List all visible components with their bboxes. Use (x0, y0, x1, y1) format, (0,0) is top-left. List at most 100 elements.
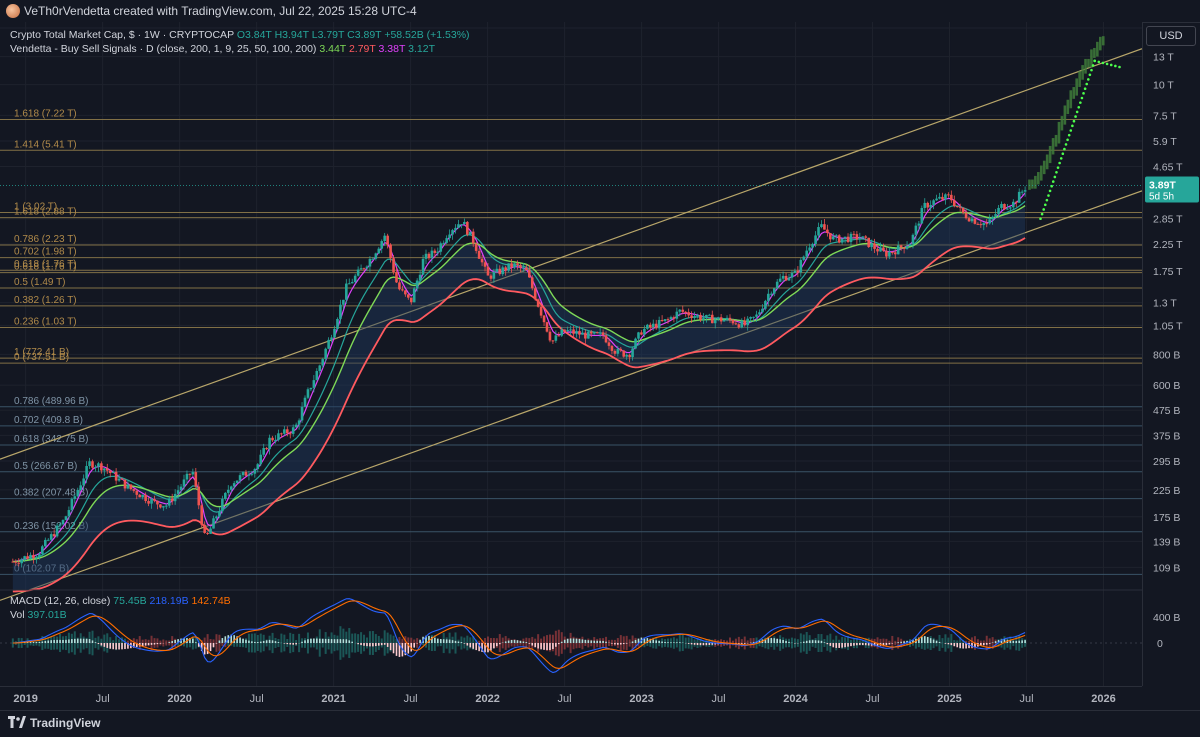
macd-histogram-bar (856, 643, 858, 645)
candle-body (552, 340, 555, 341)
candle-body (437, 252, 440, 253)
macd-histogram-bar (393, 643, 395, 653)
time-tick-label: 2025 (937, 693, 961, 705)
candle-body (661, 320, 664, 321)
projection-candle (1075, 78, 1078, 95)
macd-histogram-bar (517, 640, 519, 643)
macd-histogram-bar (74, 639, 76, 643)
legend-symbol-row: Crypto Total Market Cap, $ · 1W · CRYPTO… (10, 28, 470, 42)
projection-candle (1078, 71, 1081, 87)
candle-body (457, 224, 460, 228)
candle-body (271, 438, 274, 441)
projection-dot (1066, 138, 1069, 141)
candle-body (357, 270, 360, 276)
macd-histogram-bar (951, 643, 953, 645)
projection-candle (1058, 122, 1061, 144)
candle-body (419, 275, 422, 281)
macd-histogram-bar (499, 643, 501, 644)
candle-body (985, 223, 988, 224)
candle-body (395, 272, 398, 282)
currency-button[interactable]: USD (1146, 26, 1196, 46)
candle-body (684, 312, 687, 313)
macd-histogram-bar (257, 642, 259, 643)
macd-histogram-bar (514, 640, 516, 643)
projection-dot (1057, 166, 1060, 169)
candle-body (392, 258, 395, 272)
macd-histogram-bar (292, 643, 294, 645)
candle-body (735, 323, 738, 324)
macd-histogram-bar (334, 639, 336, 643)
macd-histogram-bar (528, 643, 530, 644)
macd-histogram-bar (118, 643, 120, 649)
macd-histogram-bar (30, 642, 32, 643)
macd-histogram-bar (251, 641, 253, 643)
candle-body (805, 251, 808, 257)
macd-histogram-bar (106, 643, 108, 648)
candle-body (91, 461, 94, 467)
candle-body (640, 332, 643, 334)
macd-histogram-bar (889, 643, 891, 644)
candle-body (425, 254, 428, 259)
projection-dot (1046, 199, 1049, 202)
macd-histogram-bar (709, 643, 711, 645)
candle-body (903, 247, 906, 248)
candle-body (605, 335, 608, 342)
macd-histogram-bar (835, 643, 837, 648)
candle-body (380, 241, 383, 249)
candle-body (183, 479, 186, 486)
time-tick-label: Jul (96, 693, 110, 705)
macd-histogram-bar (652, 640, 654, 643)
price-scale-svg[interactable]: 13 T10 T7.5 T5.9 T4.65 T2.85 T2.25 T1.75… (1143, 22, 1200, 686)
candle-body (974, 219, 977, 224)
candle-body (321, 359, 324, 365)
tradingview-logo[interactable]: TradingView (8, 716, 100, 730)
macd-histogram-bar (89, 639, 91, 643)
macd-histogram-bar (537, 643, 539, 648)
projection-dot (1085, 83, 1088, 86)
time-tick-label: Jul (558, 693, 572, 705)
fib-label: 0.618 (1.76 T) (14, 262, 77, 273)
candle-body (938, 197, 941, 199)
projection-dot (1044, 204, 1047, 207)
candle-body (673, 317, 676, 319)
macd-histogram-bar (700, 643, 702, 645)
candle-body (1018, 192, 1021, 203)
macd-histogram-bar (788, 642, 790, 643)
candle-body (510, 263, 513, 267)
projection-dot (1084, 87, 1087, 90)
candle-body (12, 562, 15, 563)
macd-histogram-bar (319, 639, 321, 643)
candle-body (239, 475, 242, 480)
candle-body (687, 312, 690, 315)
projection-candle (1096, 42, 1099, 57)
macd-histogram-bar (611, 643, 613, 644)
macd-histogram-bar (83, 639, 85, 643)
candle-body (956, 206, 959, 207)
macd-histogram-bar (850, 643, 852, 646)
macd-histogram-bar (602, 641, 604, 643)
macd-histogram-bar (818, 640, 820, 643)
candle-body (277, 433, 280, 440)
candle-body (699, 315, 702, 320)
candle-body (439, 243, 442, 251)
indicator-value-4: 3.12T (408, 43, 435, 55)
macd-histogram-bar (623, 643, 625, 644)
projection-candle (1099, 37, 1102, 51)
chart-area[interactable]: 1.618 (7.22 T)1.414 (5.41 T)1 (3.02 T)1.… (0, 22, 1142, 686)
macd-histogram-bar (520, 641, 522, 643)
macd-histogram-bar (396, 643, 398, 656)
macd-histogram-bar (77, 639, 79, 643)
macd-histogram-bar (886, 643, 888, 645)
macd-histogram-bar (676, 642, 678, 643)
candle-body (236, 481, 239, 484)
candle-body (614, 351, 617, 354)
fib-label: 0.618 (342.75 B) (14, 434, 89, 445)
candle-body (808, 248, 811, 251)
candle-body (619, 349, 622, 351)
macd-histogram-bar (667, 642, 669, 643)
candle-body (218, 511, 221, 516)
price-chart-svg[interactable]: 1.618 (7.22 T)1.414 (5.41 T)1 (3.02 T)1.… (0, 22, 1142, 686)
